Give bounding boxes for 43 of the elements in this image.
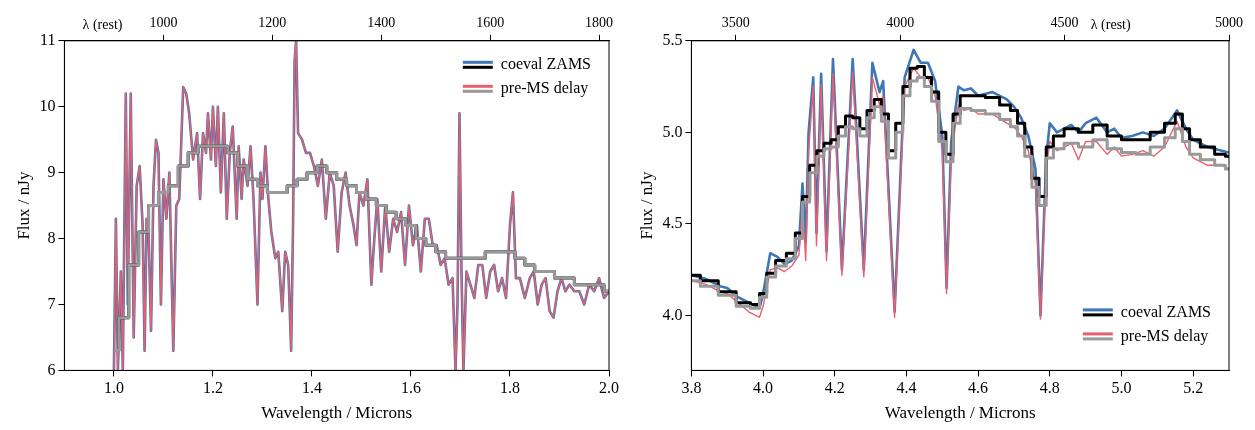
x-tick-label: 5.0 xyxy=(1111,379,1132,397)
y-tick-label: 8 xyxy=(47,228,56,246)
x-axis-title: Wavelength / Microns xyxy=(884,403,1036,423)
x-tick-label: 1.8 xyxy=(499,379,520,397)
y-tick-label: 11 xyxy=(39,31,56,48)
legend-label: coeval ZAMS xyxy=(1120,302,1211,320)
y-tick-label: 5.5 xyxy=(662,31,683,48)
x2-tick-label: 4500 xyxy=(1050,15,1079,31)
y-axis-title: Flux / nJy xyxy=(13,171,33,240)
x-tick-label: 4.6 xyxy=(968,379,989,397)
y-tick-label: 7 xyxy=(47,294,56,312)
x-tick-label: 4.4 xyxy=(896,379,917,397)
y-tick-label: 5.0 xyxy=(662,122,683,140)
x-tick-label: 4.0 xyxy=(753,379,774,397)
y-tick-label: 4.0 xyxy=(662,305,683,323)
x2-tick-label: 1000 xyxy=(149,15,178,31)
x2-axis-title: λ (rest) xyxy=(82,17,123,34)
y-tick-label: 6 xyxy=(47,360,56,378)
x-tick-label: 2.0 xyxy=(599,379,619,397)
x-tick-label: 4.2 xyxy=(824,379,845,397)
x2-tick-label: 1400 xyxy=(367,15,396,31)
y-axis-title: Flux / nJy xyxy=(636,171,656,240)
y-tick-label: 9 xyxy=(47,162,56,180)
x2-tick-label: 5000 xyxy=(1215,15,1243,31)
x2-tick-label: 4000 xyxy=(886,15,915,31)
legend-label: pre-MS delay xyxy=(500,79,589,97)
y-tick-label: 10 xyxy=(39,96,56,114)
x2-tick-label: 1600 xyxy=(476,15,505,31)
x-tick-label: 4.8 xyxy=(1039,379,1060,397)
x-tick-label: 5.2 xyxy=(1183,379,1204,397)
x2-tick-label: 1200 xyxy=(258,15,287,31)
legend-label: coeval ZAMS xyxy=(500,55,591,72)
y-tick-label: 4.5 xyxy=(662,214,683,232)
x-axis-title: Wavelength / Microns xyxy=(261,403,413,423)
x2-tick-label: 1800 xyxy=(585,15,614,31)
legend-label: pre-MS delay xyxy=(1120,326,1209,345)
x-tick-label: 1.6 xyxy=(400,379,421,397)
x-tick-label: 1.4 xyxy=(301,379,322,397)
x-tick-label: 1.2 xyxy=(202,379,223,397)
x2-axis-title: λ (rest) xyxy=(1090,17,1131,34)
x2-tick-label: 3500 xyxy=(721,15,750,31)
x-tick-label: 1.0 xyxy=(103,379,124,397)
x-tick-label: 3.8 xyxy=(681,379,702,397)
